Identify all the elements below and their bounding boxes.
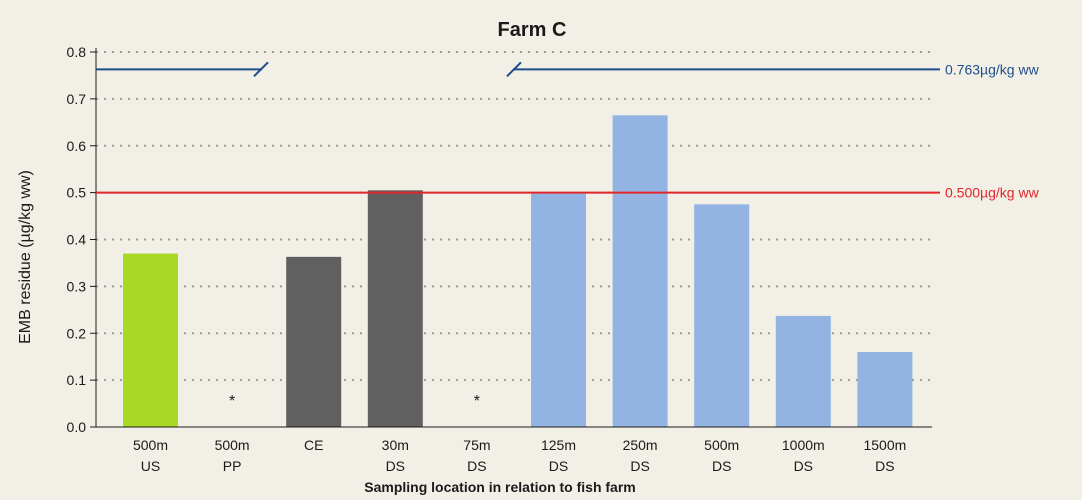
y-tick-label: 0.4 (67, 232, 87, 248)
break-mark (253, 61, 269, 78)
reference-line-label: 0.500µg/kg ww (945, 185, 1040, 201)
bar (857, 352, 913, 427)
bar (531, 193, 586, 427)
bar (694, 204, 750, 427)
x-tick-label-line2: DS (712, 458, 731, 474)
x-tick-label: 1500m (863, 437, 906, 453)
y-axis-title: EMB residue (µg/kg ww) (17, 170, 34, 344)
x-tick-label-line2: DS (630, 458, 649, 474)
y-axis: 0.0 0.1 0.2 0.3 0.4 0.5 0.6 0.7 0.8 (67, 44, 97, 435)
x-tick-label: 500m (133, 437, 168, 453)
y-tick-label: 0.6 (67, 138, 87, 154)
y-tick-label: 0.3 (67, 278, 87, 294)
missing-marker: * (474, 393, 480, 410)
chart-title: Farm C (498, 19, 567, 41)
x-tick-label: 500m (704, 437, 739, 453)
x-tick-label: 30m (382, 437, 409, 453)
x-tick-label-line2: DS (467, 458, 486, 474)
y-tick-label: 0.8 (67, 44, 87, 60)
reference-line-label: 0.763µg/kg ww (945, 61, 1040, 77)
y-tick-label: 0.1 (67, 372, 87, 388)
bar (286, 256, 342, 427)
y-tick-label: 0.7 (67, 91, 87, 107)
x-tick-label-line2: DS (549, 458, 568, 474)
x-axis: 500m US 500m PP CE 30m DS 75m DS 125m DS 250m DS 500m… (90, 426, 932, 474)
missing-marker: * (229, 393, 235, 410)
reference-lines: 0.500µg/kg ww 0.763µg/kg ww (96, 61, 1040, 201)
x-tick-label: CE (304, 437, 323, 453)
y-tick-label: 0.5 (67, 185, 87, 201)
bars: * * (123, 115, 913, 427)
x-tick-label: 500m (215, 437, 250, 453)
break-mark (506, 61, 522, 78)
y-tick-label: 0.0 (67, 419, 87, 435)
bar (775, 315, 831, 427)
bar (612, 115, 668, 427)
x-tick-label: 250m (623, 437, 658, 453)
x-tick-label-line2: US (141, 458, 160, 474)
x-axis-title: Sampling location in relation to fish fa… (364, 479, 635, 495)
x-tick-label-line2: PP (223, 458, 242, 474)
bar (367, 190, 423, 427)
x-tick-label-line2: DS (875, 458, 894, 474)
x-tick-label: 1000m (782, 437, 825, 453)
x-tick-label-line2: DS (794, 458, 813, 474)
x-tick-label: 125m (541, 437, 576, 453)
x-tick-label-line2: DS (386, 458, 405, 474)
x-tick-label: 75m (463, 437, 490, 453)
bar (123, 253, 178, 427)
y-tick-label: 0.2 (67, 325, 87, 341)
